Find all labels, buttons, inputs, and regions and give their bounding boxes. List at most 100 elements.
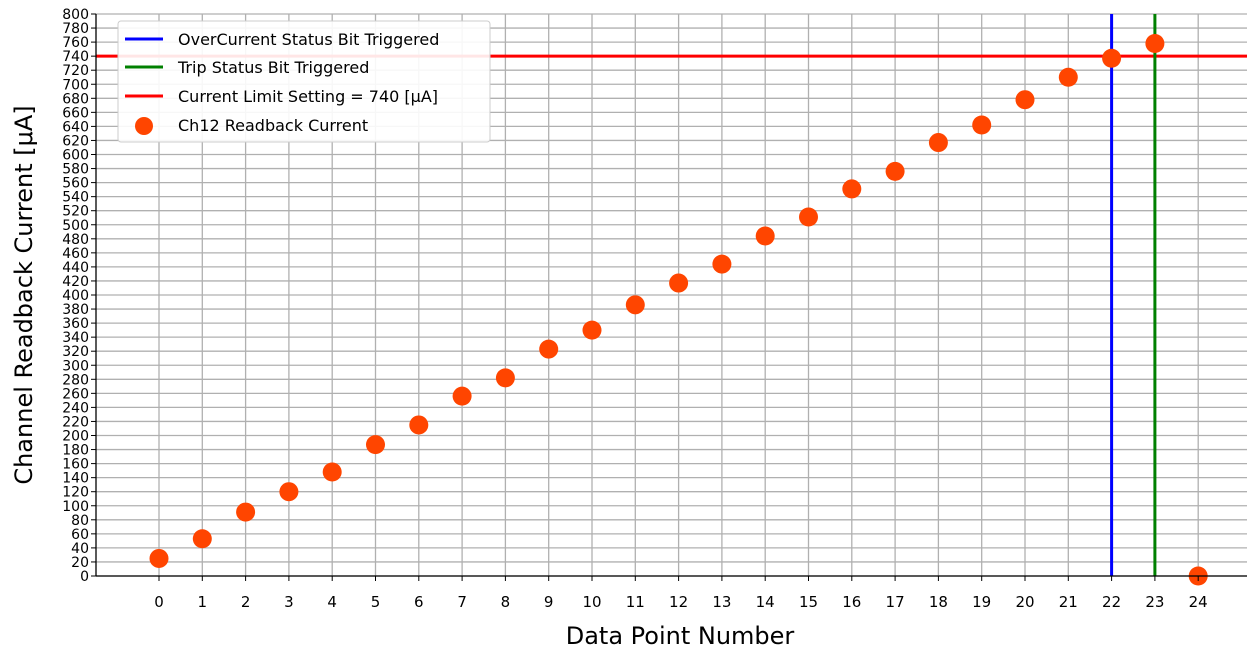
x-tick-label: 23 [1145, 593, 1164, 611]
data-point [842, 179, 862, 199]
y-tick-label: 680 [62, 91, 89, 107]
x-axis-label: Data Point Number [566, 622, 795, 649]
data-point [625, 295, 645, 315]
legend-label-readback: Ch12 Readback Current [178, 116, 368, 135]
data-point [1145, 34, 1165, 54]
x-tick-label: 20 [1015, 593, 1034, 611]
x-tick-label: 17 [886, 593, 905, 611]
y-tick-label: 400 [62, 288, 89, 304]
x-tick-label: 10 [582, 593, 601, 611]
data-point [452, 386, 472, 406]
y-tick-label: 80 [71, 513, 89, 529]
y-tick-label: 320 [62, 344, 89, 360]
y-tick-label: 260 [62, 386, 89, 402]
y-tick-label: 600 [62, 148, 89, 164]
x-tick-label: 15 [799, 593, 818, 611]
legend-label-overcurrent: OverCurrent Status Bit Triggered [178, 30, 439, 49]
data-point [409, 415, 429, 435]
y-tick-label: 340 [62, 330, 89, 346]
x-tick-label: 9 [544, 593, 554, 611]
y-axis-label: Channel Readback Current [μA] [10, 105, 38, 484]
x-tick-label: 1 [198, 593, 208, 611]
x-tick-label: 18 [929, 593, 948, 611]
x-tick-label: 2 [241, 593, 251, 611]
y-tick-labels: 0204060801001201401601802002202402602803… [62, 7, 89, 585]
data-point [1058, 67, 1078, 87]
y-tick-label: 440 [62, 260, 89, 276]
y-tick-label: 180 [62, 443, 89, 459]
y-tick-label: 700 [62, 77, 89, 93]
y-tick-label: 380 [62, 302, 89, 318]
data-point [928, 133, 948, 153]
data-point [972, 115, 992, 135]
x-tick-label: 21 [1059, 593, 1078, 611]
y-tick-label: 720 [62, 63, 89, 79]
x-tick-label: 16 [842, 593, 861, 611]
y-tick-label: 40 [71, 541, 89, 557]
y-tick-label: 100 [62, 499, 89, 515]
data-point [366, 435, 385, 455]
y-tick-label: 640 [62, 119, 89, 135]
y-tick-label: 740 [62, 49, 89, 65]
data-point [279, 482, 299, 502]
legend: OverCurrent Status Bit Triggered Trip St… [117, 20, 491, 143]
y-tick-label: 560 [62, 176, 89, 192]
y-tick-label: 760 [62, 35, 89, 51]
data-point [495, 368, 515, 388]
data-point [149, 548, 169, 568]
y-tick-label: 660 [62, 105, 89, 121]
x-tick-label: 0 [154, 593, 164, 611]
y-tick-label: 0 [80, 569, 89, 585]
data-point [1015, 90, 1035, 110]
x-tick-label: 3 [284, 593, 294, 611]
y-tick-label: 220 [62, 414, 89, 430]
x-tick-label: 14 [756, 593, 775, 611]
x-tick-label: 13 [712, 593, 731, 611]
y-tick-label: 620 [62, 133, 89, 149]
x-tick-label: 8 [501, 593, 511, 611]
y-tick-label: 580 [62, 162, 89, 178]
x-tick-label: 4 [327, 593, 337, 611]
data-point [322, 462, 342, 482]
y-tick-label: 480 [62, 232, 89, 248]
data-point [192, 529, 212, 549]
y-tick-label: 20 [71, 555, 89, 571]
y-tick-label: 800 [62, 7, 89, 23]
y-tick-label: 460 [62, 246, 89, 262]
data-point [582, 320, 602, 340]
x-tick-label: 24 [1189, 593, 1208, 611]
y-tick-label: 360 [62, 316, 89, 332]
y-tick-label: 240 [62, 400, 89, 416]
legend-label-trip: Trip Status Bit Triggered [177, 58, 369, 77]
x-tick-label: 12 [669, 593, 688, 611]
legend-box [117, 20, 491, 143]
legend-label-current-limit: Current Limit Setting = 740 [μA] [178, 87, 438, 106]
axes [91, 13, 1247, 581]
data-point [755, 226, 775, 246]
y-tick-label: 120 [62, 485, 89, 501]
x-tick-label: 19 [972, 593, 991, 611]
scatter-points [149, 34, 1208, 586]
x-tick-label: 6 [414, 593, 424, 611]
data-point [236, 502, 256, 522]
data-point [799, 207, 818, 227]
x-tick-label: 22 [1102, 593, 1121, 611]
y-tick-label: 280 [62, 372, 89, 388]
x-tick-label: 7 [457, 593, 467, 611]
x-tick-label: 11 [626, 593, 645, 611]
y-tick-label: 780 [62, 21, 89, 37]
data-point [1102, 48, 1122, 68]
y-tick-label: 540 [62, 190, 89, 206]
data-point [885, 161, 905, 181]
y-tick-label: 160 [62, 457, 89, 473]
y-tick-label: 500 [62, 218, 89, 234]
legend-swatch-readback [135, 117, 153, 135]
data-point [539, 339, 559, 359]
data-point [712, 254, 732, 274]
data-point [669, 273, 689, 293]
y-tick-label: 520 [62, 204, 89, 220]
x-tick-labels: 0 1 2 3 4 5 6 7 8 9 10 11 12 13 14 15 16 17 18 19 20 21 22 23 24 [154, 593, 1208, 611]
y-tick-label: 200 [62, 429, 89, 445]
y-tick-label: 60 [71, 527, 89, 543]
